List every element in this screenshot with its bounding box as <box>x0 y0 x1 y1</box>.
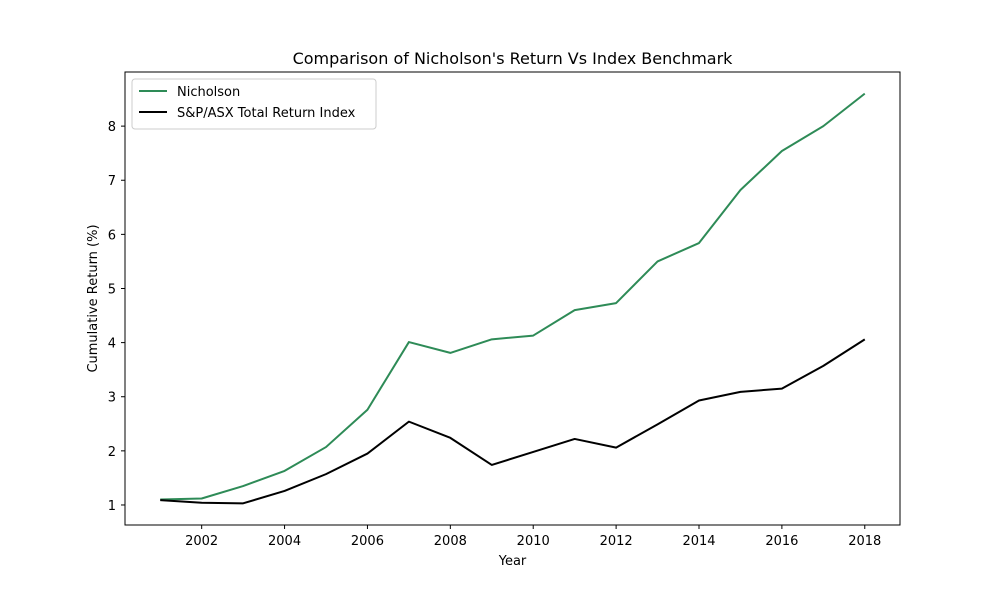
x-tick-label: 2002 <box>185 534 218 549</box>
legend-label-sp-asx: S&P/ASX Total Return Index <box>177 106 356 121</box>
y-tick-label: 3 <box>108 391 116 406</box>
series-line-sp-asx <box>160 338 866 505</box>
x-tick-label: 2018 <box>848 534 881 549</box>
y-tick-label: 4 <box>108 337 116 352</box>
series-lines <box>160 92 866 505</box>
x-tick-label: 2014 <box>682 534 715 549</box>
y-tick-label: 6 <box>108 228 116 243</box>
y-tick-label: 1 <box>108 499 116 514</box>
y-axis-ticks: 1 2 3 4 5 6 7 8 <box>108 120 125 514</box>
x-axis-ticks: 2002 2004 2006 2008 2010 2012 2014 2016 2018 <box>185 525 881 549</box>
plot-area <box>124 71 901 526</box>
x-tick-label: 2012 <box>600 534 633 549</box>
x-tick-label: 2004 <box>268 534 301 549</box>
y-tick-label: 5 <box>108 282 116 297</box>
series-line-nicholson <box>160 92 866 501</box>
y-tick-label: 8 <box>108 120 116 135</box>
x-axis-label: Year <box>498 554 527 569</box>
y-axis-label: Cumulative Return (%) <box>86 224 101 372</box>
x-tick-label: 2008 <box>434 534 467 549</box>
chart-title: Comparison of Nicholson's Return Vs Inde… <box>293 49 734 68</box>
legend-box <box>131 78 377 130</box>
x-tick-label: 2016 <box>765 534 798 549</box>
legend-label-nicholson: Nicholson <box>177 85 240 100</box>
x-tick-label: 2010 <box>517 534 550 549</box>
x-tick-label: 2006 <box>351 534 384 549</box>
y-tick-label: 7 <box>108 174 116 189</box>
y-tick-label: 2 <box>108 445 116 460</box>
legend: Nicholson S&P/ASX Total Return Index <box>131 78 377 130</box>
